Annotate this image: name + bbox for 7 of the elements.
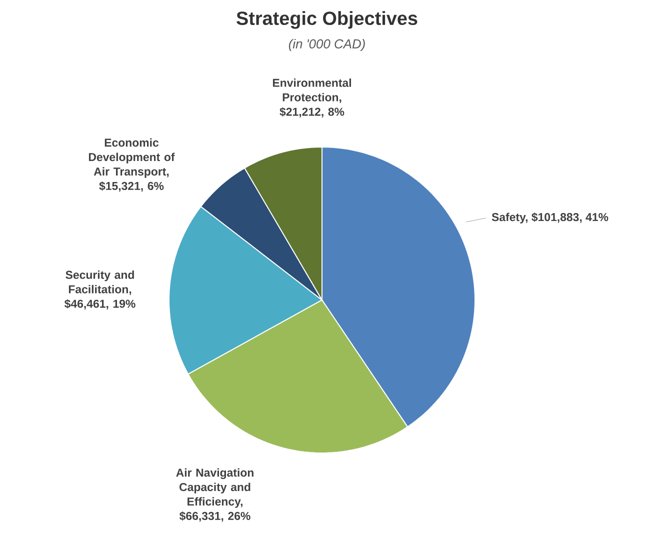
- chart-title: Strategic Objectives: [236, 11, 418, 29]
- slice-label: Economic Development of Air Transport, $15,321, 6%: [88, 138, 175, 192]
- slice-label: Security and Facilitation, $46,461, 19%: [64, 270, 136, 310]
- chart-subtitle: (in '000 CAD): [288, 38, 365, 52]
- slice-label: Environmental Protection, $21,212, 8%: [272, 78, 351, 118]
- slice-label: Safety, $101,883, 41%: [492, 212, 608, 224]
- slice-label: Air Navigation Capacity and Efficiency, $66,331, 26%: [176, 468, 254, 522]
